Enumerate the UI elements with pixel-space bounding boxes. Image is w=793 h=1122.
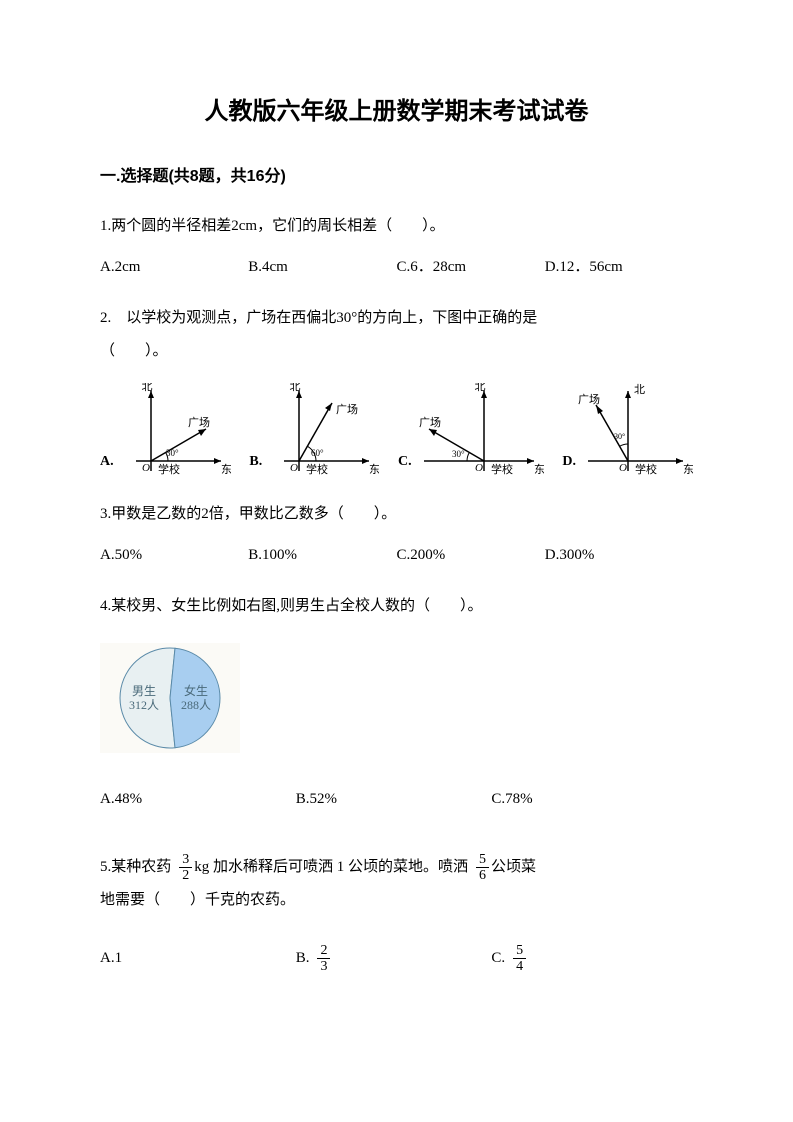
- svg-text:学校: 学校: [491, 462, 513, 476]
- q2-svg-a: 北 东 O 学校 广场 30°: [116, 383, 231, 478]
- q2-label-d: D.: [562, 447, 576, 478]
- q1-options: A.2cm B.4cm C.6．28cm D.12．56cm: [100, 251, 693, 284]
- q3-option-d: D.300%: [545, 539, 693, 572]
- q4-pie-chart: 男生 312人 女生 288人: [100, 643, 693, 753]
- q3-options: A.50% B.100% C.200% D.300%: [100, 539, 693, 572]
- q2-diagrams: A. 北 东 O 学校 广场 30° B.: [100, 383, 693, 478]
- svg-text:O: O: [475, 462, 483, 474]
- q5-option-b-frac: 2 3: [317, 943, 330, 975]
- svg-text:北: 北: [290, 383, 301, 393]
- q1-option-a: A.2cm: [100, 251, 248, 284]
- svg-text:O: O: [619, 462, 627, 474]
- q4-options: A.48% B.52% C.78%: [100, 783, 693, 816]
- svg-text:广场: 广场: [188, 415, 210, 429]
- q4-text: 4.某校男、女生比例如右图,则男生占全校人数的（ ）。: [100, 590, 693, 623]
- q2-svg-c: 北 东 O 学校 广场 30°: [414, 383, 544, 478]
- svg-text:学校: 学校: [635, 462, 657, 476]
- question-1: 1.两个圆的半径相差2cm，它们的周长相差（ ）。 A.2cm B.4cm C.…: [100, 210, 693, 284]
- q2-diagram-a: A. 北 东 O 学校 广场 30°: [100, 383, 231, 478]
- svg-text:60°: 60°: [311, 448, 324, 458]
- q1-option-d: D.12．56cm: [545, 251, 693, 284]
- q4-option-c: C.78%: [491, 783, 687, 816]
- q3-text: 3.甲数是乙数的2倍，甲数比乙数多（ ）。: [100, 498, 693, 531]
- svg-text:北: 北: [634, 383, 645, 396]
- q5-option-c: C. 5 4: [491, 942, 687, 975]
- q2-svg-d: 北 东 O 学校 广场 30°: [578, 383, 693, 478]
- q1-option-b: B.4cm: [248, 251, 396, 284]
- q2-text-line2: （ ）。: [100, 335, 693, 368]
- q5-option-b: B. 2 3: [296, 942, 492, 975]
- q5-frac2: 5 6: [476, 852, 489, 884]
- svg-text:广场: 广场: [336, 402, 358, 416]
- q2-svg-b: 北 东 O 学校 广场 60°: [264, 383, 379, 478]
- svg-text:O: O: [290, 462, 298, 474]
- svg-text:北: 北: [141, 383, 152, 393]
- svg-text:东: 东: [683, 463, 693, 476]
- svg-text:女生: 女生: [184, 683, 208, 698]
- q3-option-a: A.50%: [100, 539, 248, 572]
- svg-text:男生: 男生: [132, 684, 156, 698]
- section-header: 一.选择题(共8题，共16分): [100, 163, 693, 192]
- q1-text: 1.两个圆的半径相差2cm，它们的周长相差（ ）。: [100, 210, 693, 243]
- question-2: 2. 以学校为观测点，广场在西偏北30°的方向上，下图中正确的是 （ ）。 A.…: [100, 302, 693, 478]
- q5-text: 5.某种农药 3 2 kg 加水稀释后可喷洒 1 公顷的菜地。喷洒 5 6 公顷…: [100, 851, 693, 884]
- svg-text:北: 北: [474, 383, 485, 393]
- q5-option-c-frac: 5 4: [513, 943, 526, 975]
- q5-mid2: 公顷菜: [491, 851, 536, 884]
- q5-line2: 地需要（ ）千克的农药。: [100, 884, 693, 917]
- svg-text:东: 东: [369, 463, 379, 476]
- question-5: 5.某种农药 3 2 kg 加水稀释后可喷洒 1 公顷的菜地。喷洒 5 6 公顷…: [100, 851, 693, 975]
- svg-text:312人: 312人: [129, 698, 159, 712]
- svg-text:东: 东: [221, 463, 231, 476]
- svg-text:学校: 学校: [158, 462, 180, 476]
- q2-text-line1: 2. 以学校为观测点，广场在西偏北30°的方向上，下图中正确的是: [100, 302, 693, 335]
- svg-text:广场: 广场: [419, 415, 441, 429]
- svg-text:O: O: [142, 462, 150, 474]
- q2-label-a: A.: [100, 447, 114, 478]
- page-title: 人教版六年级上册数学期末考试试卷: [100, 90, 693, 133]
- q2-label-c: C.: [398, 447, 412, 478]
- svg-text:288人: 288人: [181, 698, 211, 712]
- q5-mid1: kg 加水稀释后可喷洒 1 公顷的菜地。喷洒: [194, 851, 468, 884]
- question-4: 4.某校男、女生比例如右图,则男生占全校人数的（ ）。 男生 312人 女生 2…: [100, 590, 693, 816]
- svg-text:30°: 30°: [452, 449, 465, 459]
- q3-option-b: B.100%: [248, 539, 396, 572]
- question-3: 3.甲数是乙数的2倍，甲数比乙数多（ ）。 A.50% B.100% C.200…: [100, 498, 693, 572]
- q4-pie-svg: 男生 312人 女生 288人: [100, 643, 240, 753]
- svg-text:30°: 30°: [614, 432, 625, 441]
- q5-pre: 5.某种农药: [100, 851, 171, 884]
- q4-option-b: B.52%: [296, 783, 492, 816]
- q4-option-a: A.48%: [100, 783, 296, 816]
- svg-text:30°: 30°: [166, 448, 179, 458]
- q2-label-b: B.: [249, 447, 262, 478]
- q5-options: A.1 B. 2 3 C. 5 4: [100, 942, 693, 975]
- svg-text:广场: 广场: [578, 392, 600, 406]
- svg-text:学校: 学校: [306, 462, 328, 476]
- q3-option-c: C.200%: [397, 539, 545, 572]
- q2-diagram-b: B. 北 东 O 学校 广场 60°: [249, 383, 379, 478]
- q5-option-a: A.1: [100, 942, 296, 975]
- q2-diagram-c: C. 北 东 O 学校 广场 30°: [398, 383, 544, 478]
- q2-diagram-d: D. 北 东 O 学校 广场 30°: [562, 383, 693, 478]
- q1-option-c: C.6．28cm: [397, 251, 545, 284]
- q5-frac1: 3 2: [179, 852, 192, 884]
- svg-text:东: 东: [534, 463, 544, 476]
